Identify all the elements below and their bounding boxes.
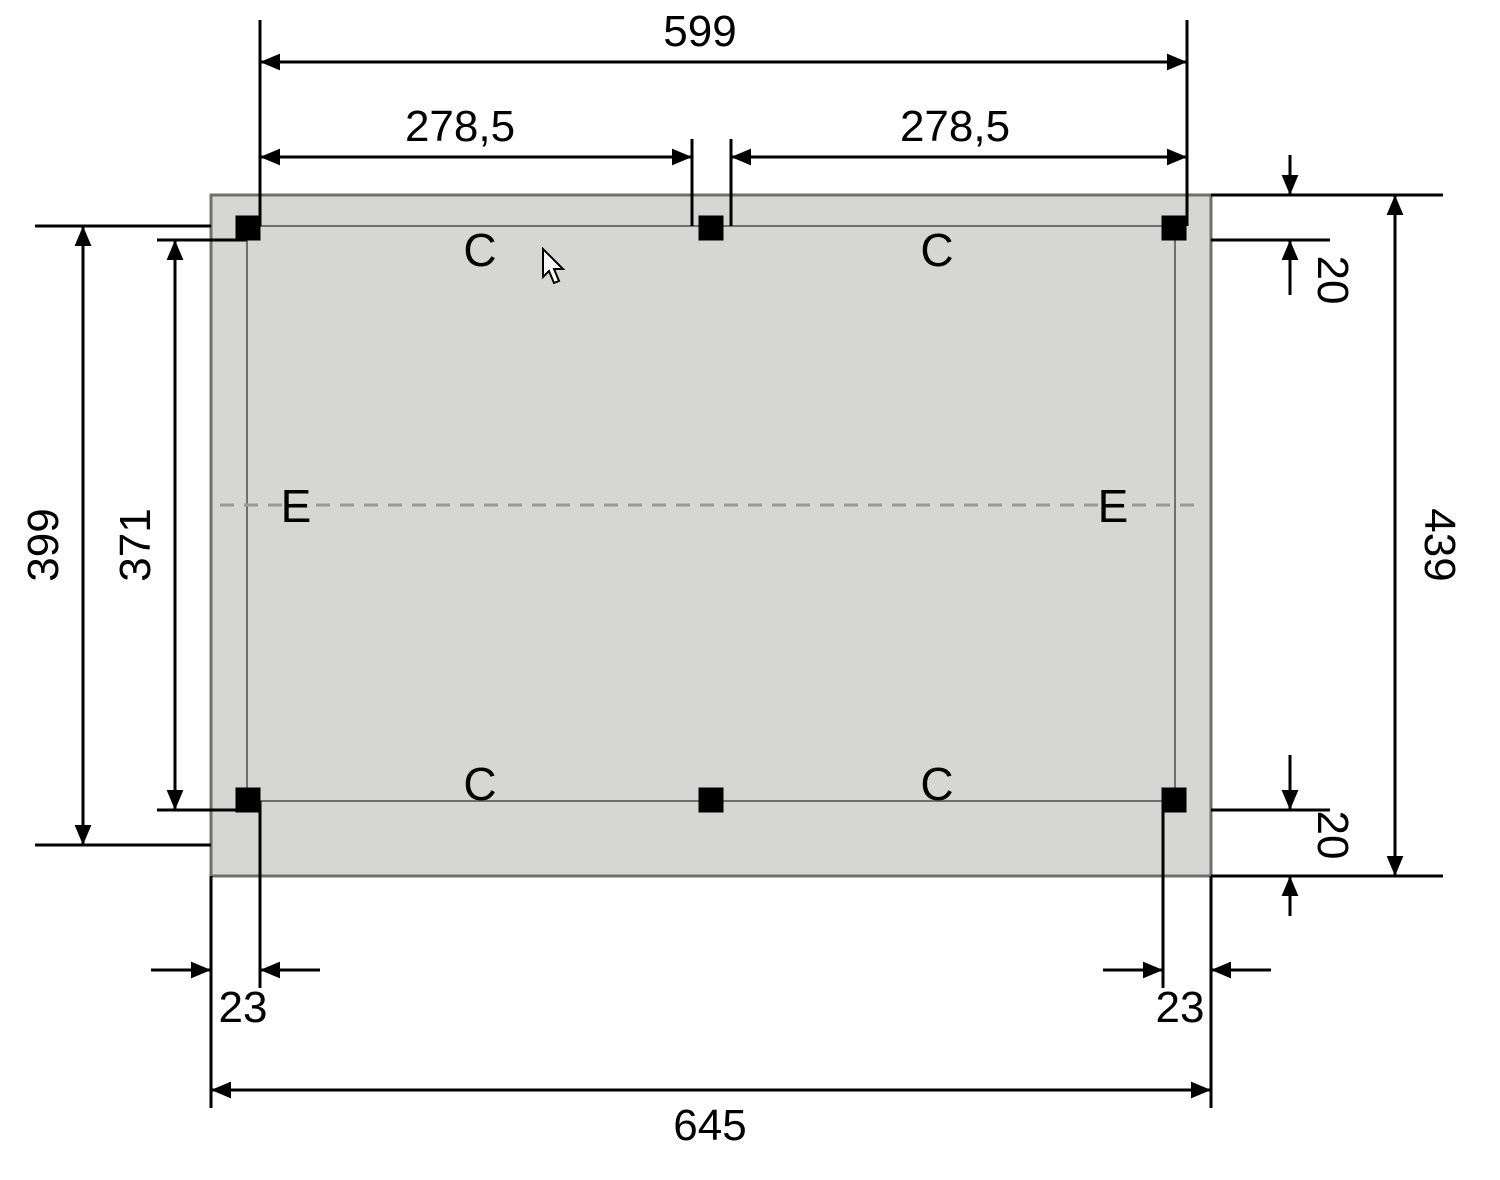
label-c-1: C <box>463 224 496 276</box>
label-c-2: C <box>920 224 953 276</box>
dim-left-399-value: 399 <box>19 508 68 581</box>
dim-right-bot-20-value: 20 <box>1308 811 1357 860</box>
dim-bottom-right-23-value: 23 <box>1156 983 1205 1032</box>
dim-bottom-645-value: 645 <box>673 1101 746 1150</box>
label-e-1: E <box>281 480 312 532</box>
post-3 <box>1162 216 1187 241</box>
post-2 <box>699 216 724 241</box>
label-e-2: E <box>1098 480 1129 532</box>
outer-slab <box>211 195 1211 876</box>
post-5 <box>699 788 724 813</box>
post-6 <box>1162 788 1187 813</box>
dim-left-371-value: 371 <box>111 508 160 581</box>
dim-top-right-2785-value: 278,5 <box>900 102 1010 151</box>
label-c-4: C <box>920 758 953 810</box>
label-c-3: C <box>463 758 496 810</box>
dim-top-599-value: 599 <box>663 7 736 56</box>
dim-right-439-value: 439 <box>1415 508 1464 581</box>
post-1 <box>236 216 261 241</box>
dim-bottom-left-23-value: 23 <box>219 983 268 1032</box>
technical-drawing: C C C C E E 599 278,5 278,5 399 371 439 20 20 23 23 645 <box>0 0 1500 1180</box>
dim-right-top-20-value: 20 <box>1308 256 1357 305</box>
dim-top-left-2785-value: 278,5 <box>405 102 515 151</box>
